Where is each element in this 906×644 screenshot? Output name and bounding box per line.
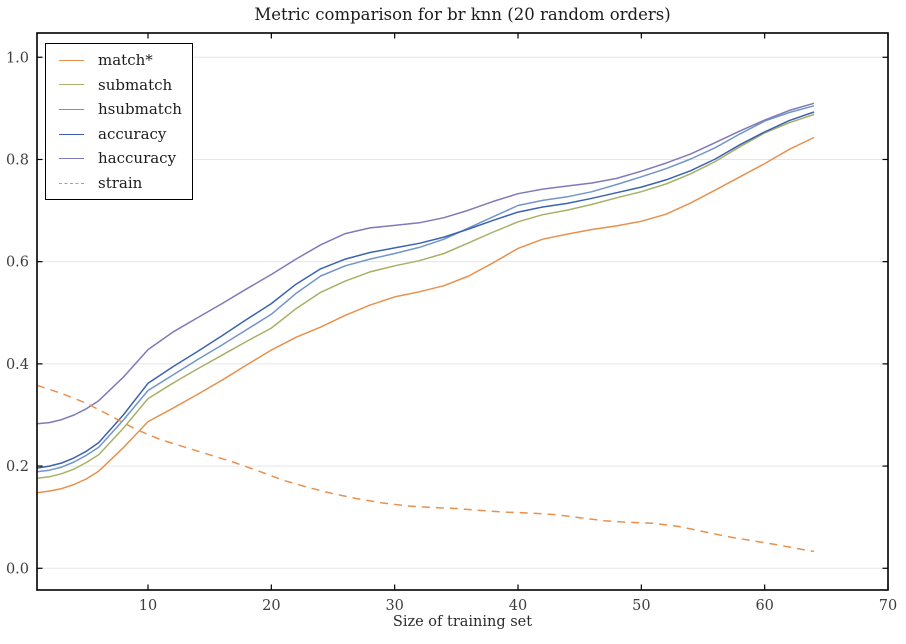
x-tick-label: 60	[755, 598, 773, 614]
legend-label: haccuracy	[98, 149, 177, 168]
x-tick-label: 30	[385, 598, 403, 614]
plot-frame	[36, 32, 889, 591]
legend-line-sample	[59, 84, 84, 86]
legend-line-sample	[59, 158, 84, 160]
series-line-strain	[36, 384, 815, 553]
x-tick-label: 10	[139, 598, 157, 614]
y-tick-label: 0.8	[6, 152, 29, 168]
legend-line-sample	[59, 182, 84, 184]
legend-label: strain	[98, 173, 143, 192]
chart-title: Metric comparison for br knn (20 random …	[254, 5, 671, 24]
series-line-hsubmatch	[36, 105, 815, 473]
legend-row: strain	[46, 171, 192, 196]
x-tick-label: 50	[632, 598, 650, 614]
x-axis-label: Size of training set	[392, 614, 533, 630]
legend-line-sample	[59, 59, 84, 61]
legend-row: match*	[46, 48, 192, 73]
legend: match* submatch hsubmatch accuracy haccuracy…	[45, 43, 193, 200]
legend-row: accuracy	[46, 122, 192, 147]
series-line-match	[36, 136, 815, 494]
x-tick-label: 40	[509, 598, 527, 614]
legend-line-sample	[59, 108, 84, 110]
y-tick-label: 0.6	[6, 255, 29, 271]
series-line-haccuracy	[36, 102, 815, 425]
x-tick-label: 20	[262, 598, 280, 614]
legend-row: haccuracy	[46, 146, 192, 171]
legend-label: submatch	[98, 75, 173, 94]
y-tick-label: 1.0	[6, 50, 29, 66]
legend-row: hsubmatch	[46, 97, 192, 122]
legend-label: match*	[98, 51, 153, 69]
legend-line-sample	[59, 133, 84, 135]
legend-label: hsubmatch	[98, 100, 182, 119]
legend-label: accuracy	[98, 124, 167, 143]
legend-row: submatch	[46, 73, 192, 98]
y-tick-label: 0.0	[6, 561, 29, 577]
y-tick-label: 0.4	[6, 357, 29, 373]
series-line-submatch	[36, 113, 815, 480]
series-line-accuracy	[36, 111, 815, 469]
x-tick-label: 70	[879, 598, 897, 614]
y-tick-label: 0.2	[6, 459, 29, 475]
